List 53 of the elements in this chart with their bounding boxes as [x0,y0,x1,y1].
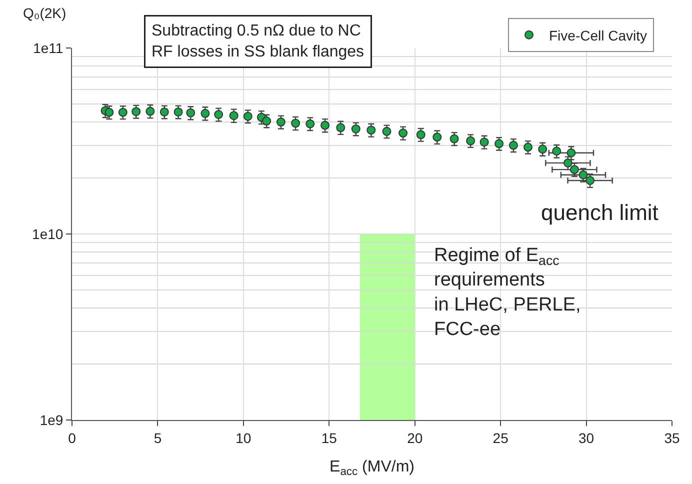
point [578,170,588,180]
y-tick-label: 1e9 [40,412,64,428]
point [466,136,476,146]
point [118,108,128,117]
x-tick-label: 10 [236,430,252,446]
point [214,110,224,119]
point [494,139,504,148]
point [229,111,238,120]
x-tick-label: 15 [321,430,338,446]
x-tick-label: 0 [68,430,76,446]
point [104,108,114,117]
point [160,107,169,116]
point [382,126,392,136]
point [306,119,315,128]
point [552,146,562,156]
point [366,126,376,135]
point [586,176,595,185]
point [132,107,141,116]
point [563,158,572,168]
band-label: Regime of E$_{acc}$ requirements in LHeC, PERLE, FCC-ee [434,245,581,340]
point [174,107,183,116]
point [320,120,330,130]
y-axis-title: Q₀(2K) [23,5,66,21]
legend-label: Five-Cell Cavity [549,27,648,44]
point [146,106,155,116]
annotation: quench limit [541,200,658,225]
x-tick-label: 5 [154,430,162,446]
x-axis-title: E$_{acc}$ (MV/m) [330,458,414,478]
point [262,116,272,126]
y-tick-label: 1e11 [33,40,64,56]
point [291,118,300,128]
point [200,108,210,118]
x-tick-label: 20 [407,430,423,446]
point [450,134,459,144]
point [508,140,518,150]
annotation: Subtracting 0.5 nΩ due to NC RF losses in SS blank flanges [152,22,364,60]
point [351,124,360,134]
point [336,123,346,132]
point [276,118,286,127]
point [398,128,408,138]
x-tick-label: 30 [578,430,594,446]
point [243,112,252,121]
x-tick-label: 25 [492,430,509,446]
point [566,148,576,158]
x-tick-label: 35 [664,430,680,446]
point [524,142,532,152]
point [186,108,196,118]
point [432,132,442,142]
point [538,144,548,154]
y-tick-label: 1e10 [32,226,64,242]
point [570,165,579,174]
point [416,130,426,140]
point [480,138,489,147]
